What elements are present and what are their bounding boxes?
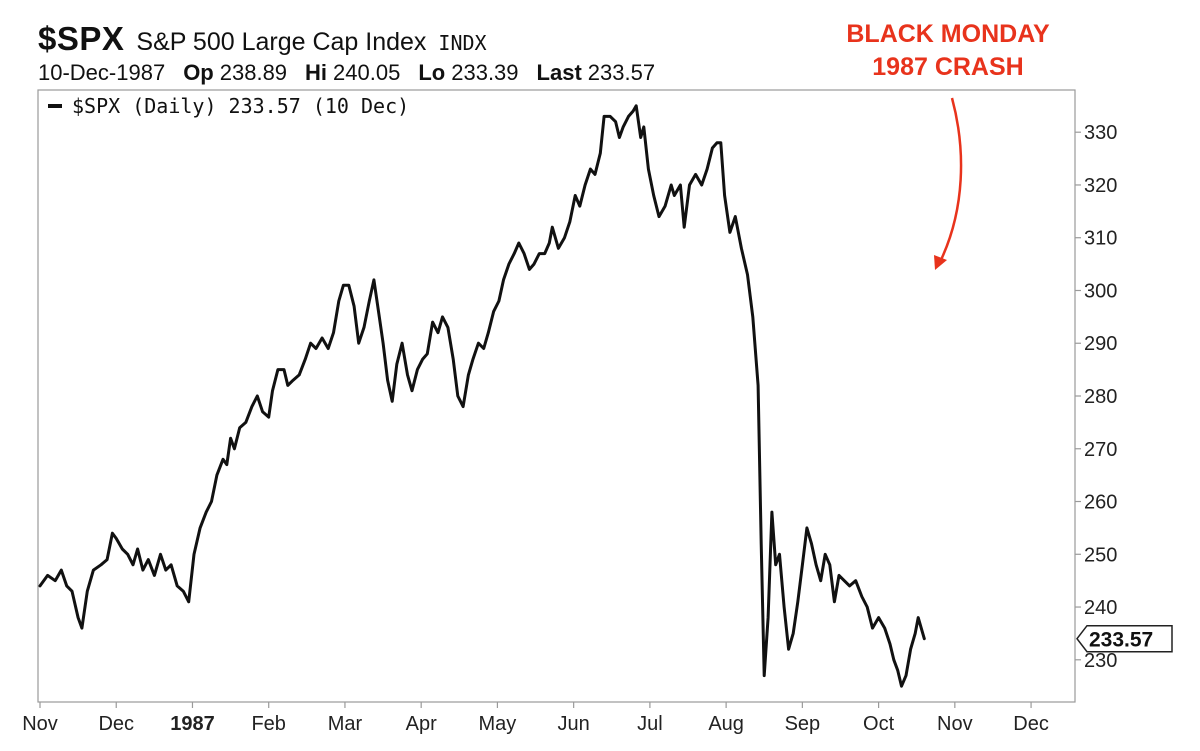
y-tick-label: 250 — [1084, 544, 1117, 566]
last-label: Last — [536, 60, 582, 85]
open-label: Op — [183, 60, 214, 85]
y-tick-label: 260 — [1084, 492, 1117, 514]
open-value: 238.89 — [219, 60, 288, 85]
index-name: S&P 500 Large Cap Index — [136, 28, 427, 56]
last-value-box — [1076, 624, 1173, 653]
x-tick-label: Dec — [1013, 713, 1049, 735]
crash-annotation: BLACK MONDAY 1987 CRASH — [812, 18, 1084, 84]
annotation-line-2: 1987 CRASH — [872, 53, 1024, 81]
chart-legend: $SPX (Daily) 233.57 (10 Dec) — [48, 94, 410, 118]
low-value: 233.39 — [451, 60, 519, 85]
quote-date: 10-Dec-1987 — [38, 60, 166, 85]
exchange-label: INDX — [438, 31, 487, 55]
x-tick-label: Nov — [937, 713, 973, 735]
x-tick-label: Jun — [558, 713, 590, 735]
y-tick-label: 300 — [1084, 280, 1117, 302]
y-tick-label: 310 — [1084, 228, 1117, 250]
legend-line-swatch — [48, 104, 62, 108]
last-value-text: 233.57 — [1089, 629, 1153, 652]
annotation-arrowhead — [934, 255, 947, 270]
high-label: Hi — [305, 60, 328, 85]
last-value-marker: 233.57 — [1076, 624, 1173, 653]
chart-header: $SPX S&P 500 Large Cap Index INDX — [38, 20, 487, 58]
annotation-line-1: BLACK MONDAY — [846, 20, 1050, 48]
x-tick-label: Mar — [328, 713, 363, 735]
x-tick-label: Nov — [22, 713, 58, 735]
plot-frame — [37, 89, 1076, 703]
y-tick-label: 240 — [1084, 597, 1117, 619]
high-value: 240.05 — [333, 60, 401, 85]
x-tick-label: Dec — [98, 713, 134, 735]
legend-label: $SPX (Daily) 233.57 (10 Dec) — [72, 94, 410, 118]
quote-row: 10-Dec-1987 Op 238.89 Hi 240.05 Lo 233.3… — [38, 60, 673, 88]
x-tick-label: Sep — [785, 713, 821, 735]
ticker-symbol: $SPX — [38, 20, 125, 57]
series-line-spx — [38, 104, 926, 688]
x-tick-label: Aug — [708, 713, 744, 735]
last-value: 233.57 — [587, 60, 656, 85]
y-tick-label: 280 — [1084, 386, 1117, 408]
y-tick-label: 290 — [1084, 333, 1117, 355]
x-tick-label: Jul — [637, 713, 663, 735]
x-tick-label: May — [479, 713, 517, 735]
x-axis: Nov Dec 1987 Feb Mar Apr May Jun Jul Aug Sep Oct Nov… — [22, 702, 1049, 735]
x-tick-label: 1987 — [170, 713, 215, 735]
y-tick-label: 230 — [1084, 650, 1117, 672]
y-axis: 230 240 250 260 270 280 290 300 310 320 330 — [1075, 122, 1117, 672]
y-tick-label: 320 — [1084, 175, 1117, 197]
y-tick-label: 330 — [1084, 122, 1117, 144]
x-tick-label: Apr — [406, 713, 437, 735]
annotation-arrow — [938, 97, 963, 263]
x-tick-label: Feb — [251, 713, 285, 735]
low-label: Lo — [418, 60, 446, 85]
x-tick-label: Oct — [863, 713, 895, 735]
y-tick-label: 270 — [1084, 439, 1117, 461]
